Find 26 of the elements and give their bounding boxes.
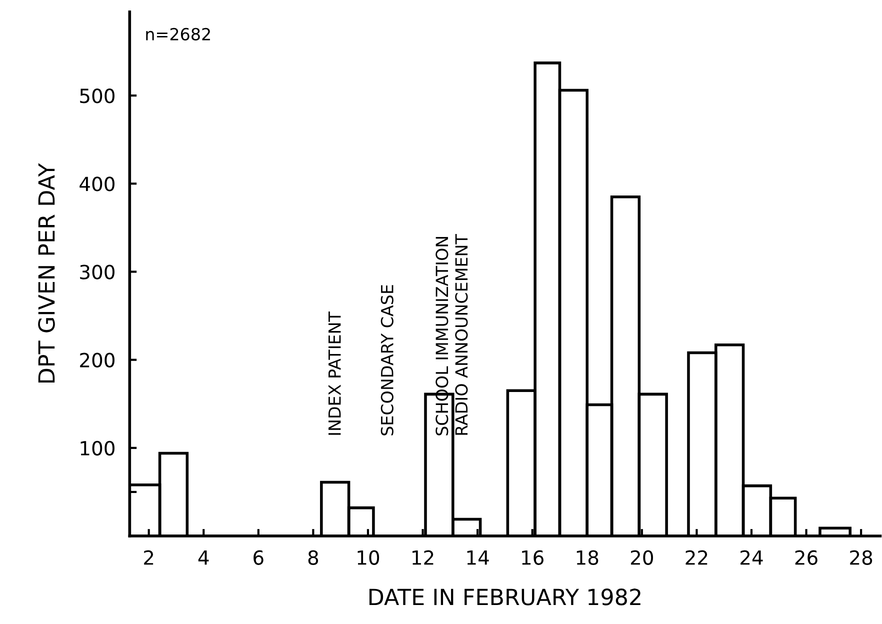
y-tick-label: 200 xyxy=(80,352,114,368)
x-tick-label: 28 xyxy=(850,550,872,565)
x-tick-label: 14 xyxy=(467,550,489,565)
x-tick-label: 16 xyxy=(522,550,544,565)
annotation: SECONDARY CASE xyxy=(380,285,394,436)
x-tick-label: 12 xyxy=(412,550,434,565)
x-axis-title: DATE IN FEBRUARY 1982 xyxy=(369,588,640,606)
annotation: n=2682 xyxy=(146,28,210,40)
y-tick-label: 100 xyxy=(80,440,114,456)
annotation: RADIO ANNOUNCEMENT xyxy=(455,234,468,435)
x-tick-label: 2 xyxy=(144,550,154,565)
x-tick-label: 4 xyxy=(198,550,209,565)
x-tick-label: 26 xyxy=(795,550,818,565)
y-tick-label: 300 xyxy=(80,264,114,280)
y-tick-label: 500 xyxy=(80,88,114,104)
x-tick-label: 22 xyxy=(686,550,708,565)
x-tick-label: 20 xyxy=(630,550,653,565)
annotation: SCHOOL IMMUNIZATION xyxy=(436,237,448,436)
x-tick-label: 18 xyxy=(576,550,598,565)
x-tick-label: 10 xyxy=(358,550,380,565)
y-axis-title: DPT GIVEN PER DAY xyxy=(38,163,55,383)
x-tick-label: 6 xyxy=(254,550,264,565)
x-tick-label: 24 xyxy=(740,550,763,565)
annotation: INDEX PATIENT xyxy=(328,312,341,435)
y-tick-label: 400 xyxy=(80,176,114,192)
x-tick-label: 8 xyxy=(308,550,318,565)
